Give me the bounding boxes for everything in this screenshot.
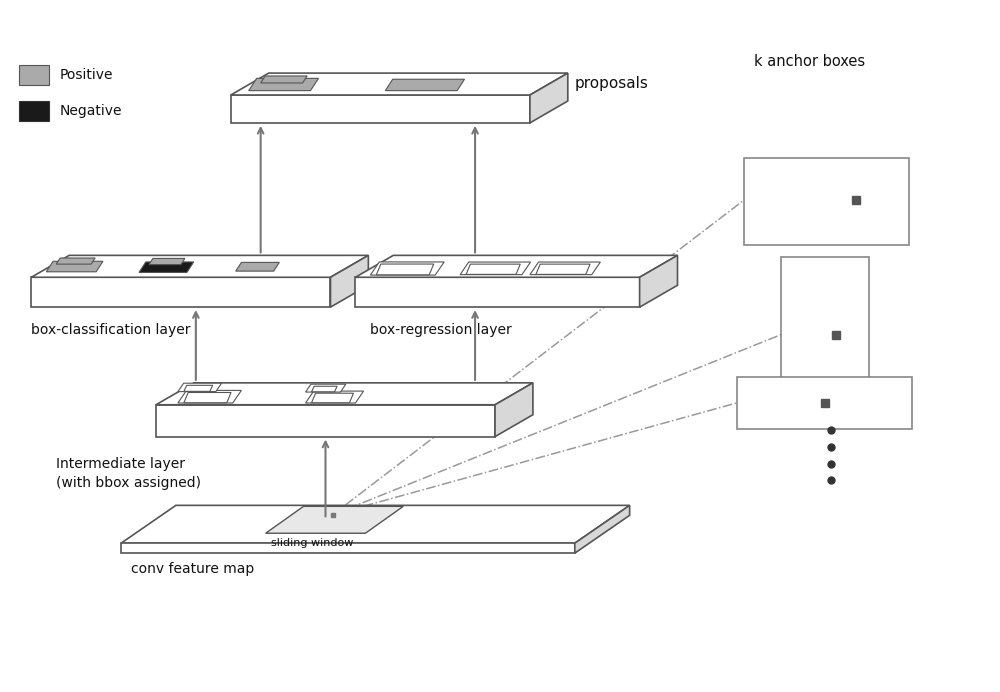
Polygon shape [31, 255, 368, 277]
Polygon shape [184, 392, 231, 403]
Text: box-regression layer: box-regression layer [370, 323, 512, 337]
Bar [737, 377, 912, 428]
Bar [19, 101, 49, 121]
Polygon shape [306, 384, 346, 392]
Polygon shape [530, 73, 568, 123]
Polygon shape [178, 390, 241, 403]
Polygon shape [31, 277, 330, 307]
Polygon shape [530, 262, 600, 275]
Text: Positive: Positive [59, 68, 113, 82]
Polygon shape [575, 505, 630, 553]
Polygon shape [355, 277, 640, 307]
Polygon shape [149, 258, 185, 264]
Text: box-classification layer: box-classification layer [31, 323, 191, 337]
Polygon shape [266, 507, 403, 534]
Polygon shape [370, 262, 444, 275]
Polygon shape [312, 393, 353, 403]
Polygon shape [156, 383, 533, 405]
Polygon shape [536, 264, 590, 275]
Text: Intermediate layer
(with bbox assigned): Intermediate layer (with bbox assigned) [56, 457, 201, 490]
Text: k anchor boxes: k anchor boxes [754, 54, 865, 69]
Text: proposals: proposals [575, 75, 649, 91]
Text: Negative: Negative [59, 104, 122, 118]
Bar [19, 65, 49, 85]
Polygon shape [355, 255, 678, 277]
Polygon shape [640, 255, 678, 307]
Polygon shape [236, 262, 279, 271]
Polygon shape [466, 264, 520, 275]
Polygon shape [495, 383, 533, 437]
Polygon shape [330, 255, 368, 307]
Polygon shape [231, 73, 568, 95]
Text: sliding window: sliding window [271, 538, 353, 548]
Text: conv feature map: conv feature map [131, 562, 254, 576]
Polygon shape [312, 386, 337, 392]
Polygon shape [46, 262, 103, 272]
Polygon shape [231, 95, 530, 123]
Polygon shape [261, 76, 307, 83]
Polygon shape [156, 405, 495, 437]
Polygon shape [121, 543, 575, 553]
Polygon shape [139, 262, 194, 273]
Polygon shape [56, 258, 95, 264]
Polygon shape [249, 78, 318, 91]
Polygon shape [460, 262, 531, 275]
Polygon shape [121, 505, 630, 543]
Polygon shape [184, 385, 213, 392]
Bar [744, 158, 909, 246]
Polygon shape [385, 80, 465, 91]
Bar [781, 257, 869, 412]
Polygon shape [376, 264, 434, 275]
Polygon shape [178, 383, 222, 392]
Polygon shape [306, 391, 364, 403]
